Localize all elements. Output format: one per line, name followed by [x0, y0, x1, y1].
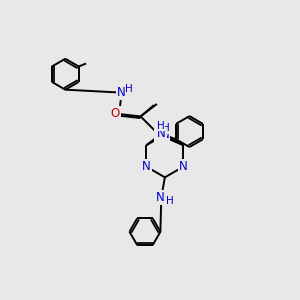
Text: N: N [179, 160, 188, 173]
Text: N: N [154, 128, 164, 141]
Text: N: N [142, 160, 151, 173]
Text: N: N [160, 128, 169, 141]
Text: H: H [157, 121, 164, 130]
Text: H: H [125, 84, 133, 94]
Text: H: H [166, 196, 173, 206]
Text: N: N [156, 191, 165, 204]
Text: N: N [117, 86, 126, 99]
Text: N: N [157, 128, 166, 140]
Text: H: H [162, 123, 170, 133]
Text: O: O [110, 107, 120, 120]
